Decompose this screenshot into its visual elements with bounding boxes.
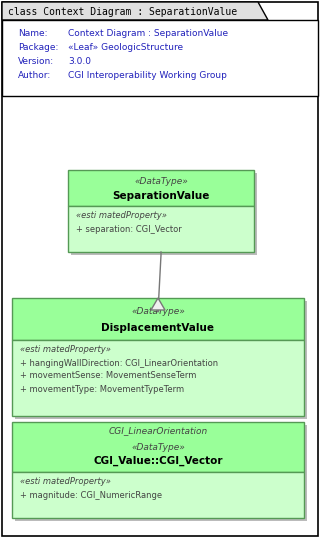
Text: «Leaf» GeologicStructure: «Leaf» GeologicStructure (68, 44, 183, 53)
Bar (68, 206, 254, 252)
Text: + hangingWallDirection: CGI_LinearOrientation: + hangingWallDirection: CGI_LinearOrient… (20, 358, 218, 367)
Bar (15, 301, 307, 419)
Text: Version:: Version: (18, 58, 54, 67)
Text: 3.0.0: 3.0.0 (68, 58, 91, 67)
Bar (12, 340, 304, 416)
Text: class Context Diagram : SeparationValue: class Context Diagram : SeparationValue (8, 7, 237, 17)
Bar (2, 20, 318, 96)
Text: + separation: CGI_Vector: + separation: CGI_Vector (76, 224, 182, 233)
Text: Name:: Name: (18, 30, 47, 39)
Text: «esti matedProperty»: «esti matedProperty» (76, 211, 167, 221)
Text: Package:: Package: (18, 44, 58, 53)
Bar (12, 472, 304, 518)
Text: «DataType»: «DataType» (131, 442, 185, 451)
Polygon shape (2, 2, 268, 20)
Text: CGI Interoperability Working Group: CGI Interoperability Working Group (68, 72, 227, 81)
Text: DisplacementValue: DisplacementValue (101, 323, 214, 333)
Text: Author:: Author: (18, 72, 51, 81)
Polygon shape (151, 298, 165, 310)
Bar (15, 425, 307, 521)
Text: Context Diagram : SeparationValue: Context Diagram : SeparationValue (68, 30, 228, 39)
Bar (12, 422, 304, 472)
Text: + movementSense: MovementSenseTerm: + movementSense: MovementSenseTerm (20, 372, 196, 380)
Text: «DataType»: «DataType» (131, 307, 185, 316)
Text: «DataType»: «DataType» (134, 177, 188, 186)
Text: SeparationValue: SeparationValue (112, 191, 210, 201)
Text: + movementType: MovementTypeTerm: + movementType: MovementTypeTerm (20, 385, 184, 393)
Text: CGI_LinearOrientation: CGI_LinearOrientation (108, 427, 208, 435)
Text: «esti matedProperty»: «esti matedProperty» (20, 345, 111, 355)
Bar (68, 170, 254, 206)
Text: CGI_Value::CGI_Vector: CGI_Value::CGI_Vector (93, 456, 223, 466)
Text: + magnitude: CGI_NumericRange: + magnitude: CGI_NumericRange (20, 491, 162, 499)
Bar (12, 298, 304, 340)
Text: «esti matedProperty»: «esti matedProperty» (20, 478, 111, 486)
Bar (71, 173, 257, 255)
